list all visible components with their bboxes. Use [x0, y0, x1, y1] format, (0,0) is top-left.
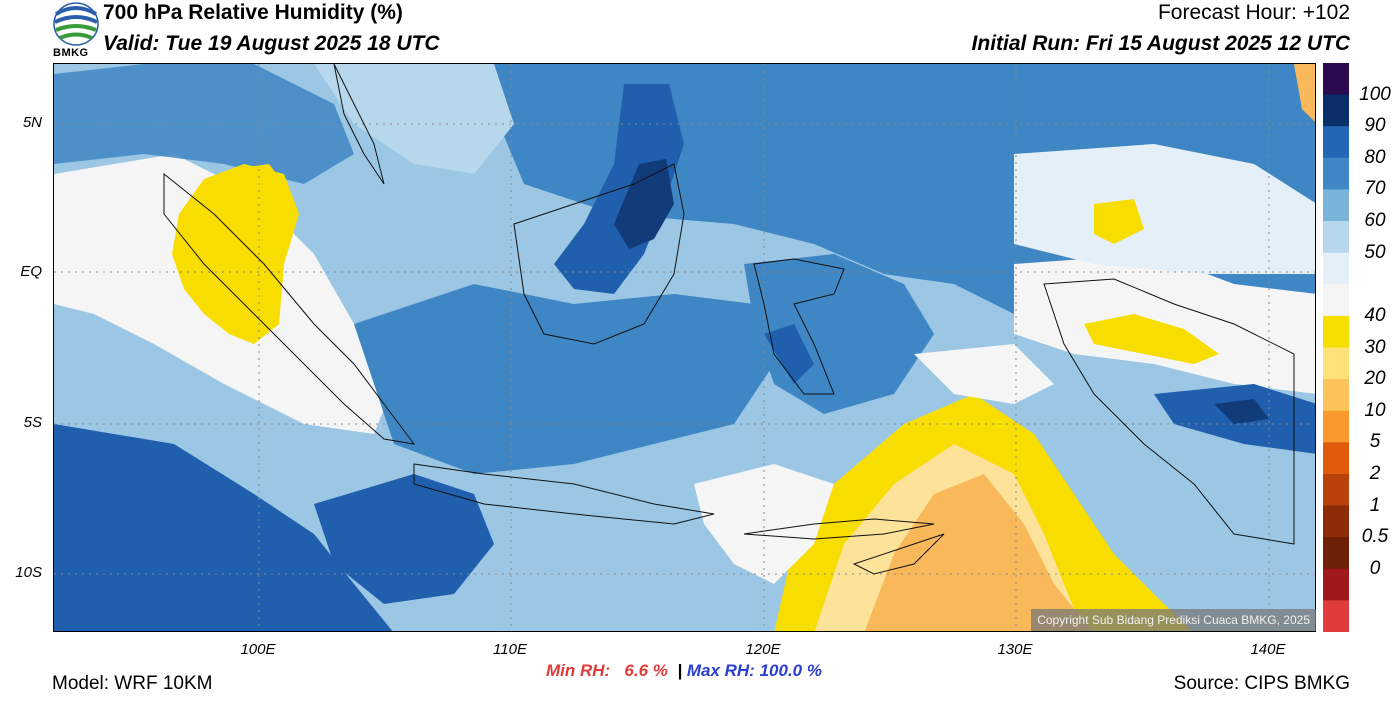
lat-label-5s: 5S: [23, 414, 42, 431]
colorbar-tick-label: 40: [1364, 304, 1386, 326]
humidity-field: [54, 64, 1315, 631]
colorbar-swatch: [1323, 347, 1349, 380]
map-title: 700 hPa Relative Humidity (%): [103, 1, 403, 24]
colorbar-swatch: [1323, 600, 1349, 633]
colorbar-swatch: [1323, 505, 1349, 538]
min-rh-label: Min RH:: [546, 661, 611, 680]
colorbar-tick-label: 70: [1364, 178, 1386, 200]
colorbar-swatch: [1323, 379, 1349, 412]
lon-label-100e: 100E: [240, 641, 276, 658]
colorbar-swatch: [1323, 94, 1349, 127]
colorbar-tick-label: 0.5: [1361, 526, 1389, 548]
colorbar-swatch: [1323, 157, 1349, 190]
rh-stats: Min RH: 6.6 % | Max RH: 100.0 %: [546, 661, 822, 681]
colorbar-tick-label: 60: [1364, 210, 1386, 232]
colorbar-swatch: [1323, 189, 1349, 222]
colorbar-tick-label: 80: [1364, 146, 1386, 168]
lat-label-5n: 5N: [22, 114, 42, 131]
colorbar-swatches: [1323, 63, 1349, 633]
colorbar-tick-label: 30: [1364, 336, 1386, 358]
colorbar-tick-label: 10: [1364, 399, 1386, 421]
lon-label-140e: 140E: [1250, 641, 1286, 658]
colorbar-swatch: [1323, 473, 1349, 507]
colorbar-tick-label: 0: [1369, 557, 1381, 579]
lon-label-110e: 110E: [493, 641, 527, 658]
colorbar: [1323, 63, 1349, 633]
source-label: Source: CIPS BMKG: [1173, 673, 1350, 694]
lon-label-130e: 130E: [997, 641, 1033, 658]
colorbar-tick-label: 5: [1369, 431, 1381, 453]
humidity-map: [53, 63, 1316, 632]
colorbar-swatch: [1323, 284, 1349, 317]
lat-label-10s: 10S: [15, 564, 42, 581]
colorbar-swatch: [1323, 63, 1349, 96]
colorbar-tick-label: 1: [1369, 494, 1381, 516]
colorbar-swatch: [1323, 410, 1349, 443]
initial-run: Initial Run: Fri 15 August 2025 12 UTC: [971, 32, 1350, 55]
colorbar-swatch: [1323, 315, 1349, 348]
colorbar-swatch: [1323, 252, 1349, 285]
colorbar-swatch: [1323, 221, 1349, 254]
min-rh-value: 6.6 %: [624, 661, 668, 680]
colorbar-tick-label: 90: [1364, 115, 1386, 137]
lat-label-eq: EQ: [20, 263, 42, 280]
colorbar-tick-label: 20: [1364, 368, 1386, 390]
model-label: Model: WRF 10KM: [52, 673, 213, 694]
colorbar-swatch: [1323, 126, 1349, 159]
colorbar-swatch: [1323, 568, 1349, 601]
colorbar-swatch: [1323, 442, 1349, 475]
logo-text: BMKG: [53, 47, 89, 59]
lon-label-120e: 120E: [745, 641, 781, 658]
max-rh-label: Max RH:: [686, 661, 755, 680]
colorbar-tick-label: 100: [1359, 83, 1391, 105]
colorbar-tick-label: 50: [1364, 241, 1386, 263]
stats-separator: |: [677, 661, 683, 680]
colorbar-swatch: [1323, 537, 1349, 570]
max-rh-value: 100.0 %: [759, 661, 822, 680]
copyright-notice: Copyright Sub Bidang Prediksi Cuaca BMKG…: [1031, 609, 1316, 631]
bmkg-logo: [52, 0, 100, 60]
colorbar-tick-label: 2: [1369, 462, 1381, 484]
valid-time: Valid: Tue 19 August 2025 18 UTC: [103, 32, 440, 55]
forecast-hour: Forecast Hour: +102: [1157, 1, 1350, 24]
